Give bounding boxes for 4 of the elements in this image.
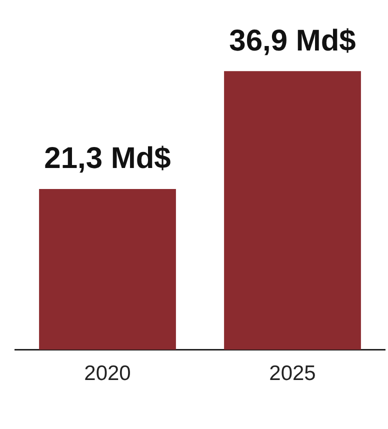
data-label: 36,9 Md$ xyxy=(229,24,356,58)
x-tick-label: 2020 xyxy=(84,362,131,386)
data-label: 21,3 Md$ xyxy=(44,142,172,176)
x-tick-label: 2025 xyxy=(269,362,316,386)
